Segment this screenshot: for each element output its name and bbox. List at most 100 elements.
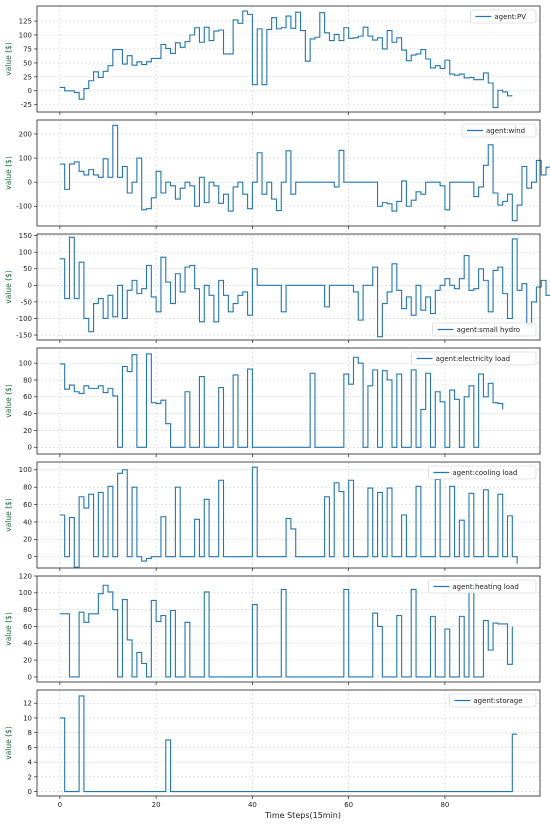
legend-box — [432, 322, 537, 337]
y-tick-label: 100 — [19, 466, 32, 474]
subplot-7: 0 2 4 6 8 10 12 0 20 40 60 80 value ($) agent:storage — [4, 689, 541, 809]
y-tick-label: -50 — [21, 298, 32, 306]
legend-entry: agent:storage — [473, 697, 522, 705]
legend-entry: agent:wind — [486, 127, 525, 135]
axes-frame — [36, 575, 541, 683]
y-tick-label: 80 — [23, 484, 32, 492]
y-tick-label: 40 — [23, 640, 32, 648]
y-axis-label: value ($) — [4, 726, 13, 760]
y-tick-label: 2 — [28, 773, 32, 781]
legend-entry: agent:heating load — [452, 583, 518, 591]
legend-box — [411, 351, 537, 366]
plot-area — [37, 348, 540, 454]
y-tick-label: 50 — [23, 265, 32, 273]
y-axis-label: value ($) — [4, 384, 13, 418]
y-tick-label: 40 — [23, 518, 32, 526]
y-tick-label: 80 — [23, 606, 32, 614]
legend-entry: agent:small hydro — [457, 326, 520, 334]
subplot-1: -25 0 25 50 75 100 125 value ($) agent:PV — [4, 5, 541, 115]
legend-entry: agent:cooling load — [452, 469, 517, 477]
series-line — [59, 236, 550, 338]
legend-entry: agent:electricity load — [436, 355, 510, 363]
y-tick-label: 20 — [23, 657, 32, 665]
y-tick-label: -100 — [16, 203, 32, 211]
y-tick-label: 125 — [19, 17, 32, 25]
y-axis-label: value ($) — [4, 156, 13, 190]
y-axis-label: value ($) — [4, 498, 13, 532]
y-axis-label: value ($) — [4, 270, 13, 304]
y-tick-label: -25 — [21, 101, 32, 109]
series-line — [59, 584, 513, 678]
y-tick-label: 0 — [28, 282, 32, 290]
series-line — [59, 695, 518, 793]
y-tick-label: 20 — [23, 427, 32, 435]
axes-frame — [36, 461, 541, 569]
legend: agent:wind — [461, 123, 537, 138]
x-tick-label: 60 — [344, 801, 353, 809]
y-tick-label: 20 — [23, 536, 32, 544]
plot-area — [37, 6, 540, 112]
y-tick-label: 100 — [19, 154, 32, 162]
legend: agent:cooling load — [428, 465, 537, 480]
legend-box — [428, 465, 537, 480]
series-line — [59, 353, 504, 448]
series-line — [59, 10, 513, 109]
y-tick-label: 0 — [28, 179, 32, 187]
y-tick-label: 100 — [19, 360, 32, 368]
x-tick-label: 80 — [440, 801, 449, 809]
y-tick-label: 40 — [23, 410, 32, 418]
x-tick-label: 40 — [248, 801, 257, 809]
x-tick-label: 0 — [58, 801, 62, 809]
subplot-3: -150 -100 -50 0 50 100 150 value ($) agent:small… — [4, 232, 550, 343]
axes-frame — [36, 119, 541, 227]
series-line — [59, 466, 518, 568]
y-tick-label: 100 — [19, 31, 32, 39]
y-axis-label: value ($) — [4, 42, 13, 76]
subplot-5: 0 20 40 60 80 100 value ($) agent:cooling load — [4, 461, 541, 571]
legend-box — [461, 123, 537, 138]
x-tick-label: 20 — [152, 801, 161, 809]
y-tick-label: 0 — [28, 673, 32, 681]
y-tick-label: 150 — [19, 232, 32, 240]
legend: agent:storage — [449, 693, 537, 708]
y-tick-label: 80 — [23, 376, 32, 384]
axes-frame — [36, 689, 541, 797]
y-tick-label: 50 — [23, 59, 32, 67]
axes-frame — [36, 347, 541, 455]
legend-box — [428, 579, 537, 594]
subplot-4: 0 20 40 60 80 100 value ($) agent:electricity l… — [4, 347, 541, 457]
legend: agent:small hydro — [432, 322, 537, 337]
y-tick-label: 60 — [23, 393, 32, 401]
y-tick-label: -100 — [16, 315, 32, 323]
plot-area — [37, 576, 540, 682]
legend: agent:PV — [470, 9, 537, 24]
subplot-2: -100 0 100 200 value ($) agent:wind — [4, 119, 550, 229]
y-tick-label: 6 — [28, 744, 33, 752]
legend-box — [449, 693, 537, 708]
y-tick-label: 8 — [28, 729, 32, 737]
y-tick-label: 120 — [19, 572, 32, 580]
y-tick-label: 10 — [23, 714, 32, 722]
y-axis-label: value ($) — [4, 612, 13, 646]
y-tick-label: 60 — [23, 623, 32, 631]
plot-area — [37, 690, 540, 796]
legend: agent:heating load — [428, 579, 537, 594]
y-tick-label: 12 — [23, 700, 32, 708]
plot-area — [37, 462, 540, 568]
y-tick-label: 75 — [23, 45, 32, 53]
y-tick-label: 60 — [23, 501, 32, 509]
y-tick-label: 0 — [28, 788, 32, 796]
axes-frame — [36, 233, 541, 341]
axes-frame — [36, 5, 541, 113]
legend-entry: agent:PV — [494, 13, 526, 21]
y-tick-label: 25 — [23, 73, 32, 81]
y-tick-label: 0 — [28, 553, 32, 561]
plot-area — [37, 234, 540, 340]
y-tick-label: 100 — [19, 249, 32, 257]
y-tick-label: 0 — [28, 444, 32, 452]
legend: agent:electricity load — [411, 351, 537, 366]
subplot-6: 0 20 40 60 80 100 120 value ($) agent:heating lo… — [4, 572, 541, 685]
plot-area — [37, 120, 540, 226]
